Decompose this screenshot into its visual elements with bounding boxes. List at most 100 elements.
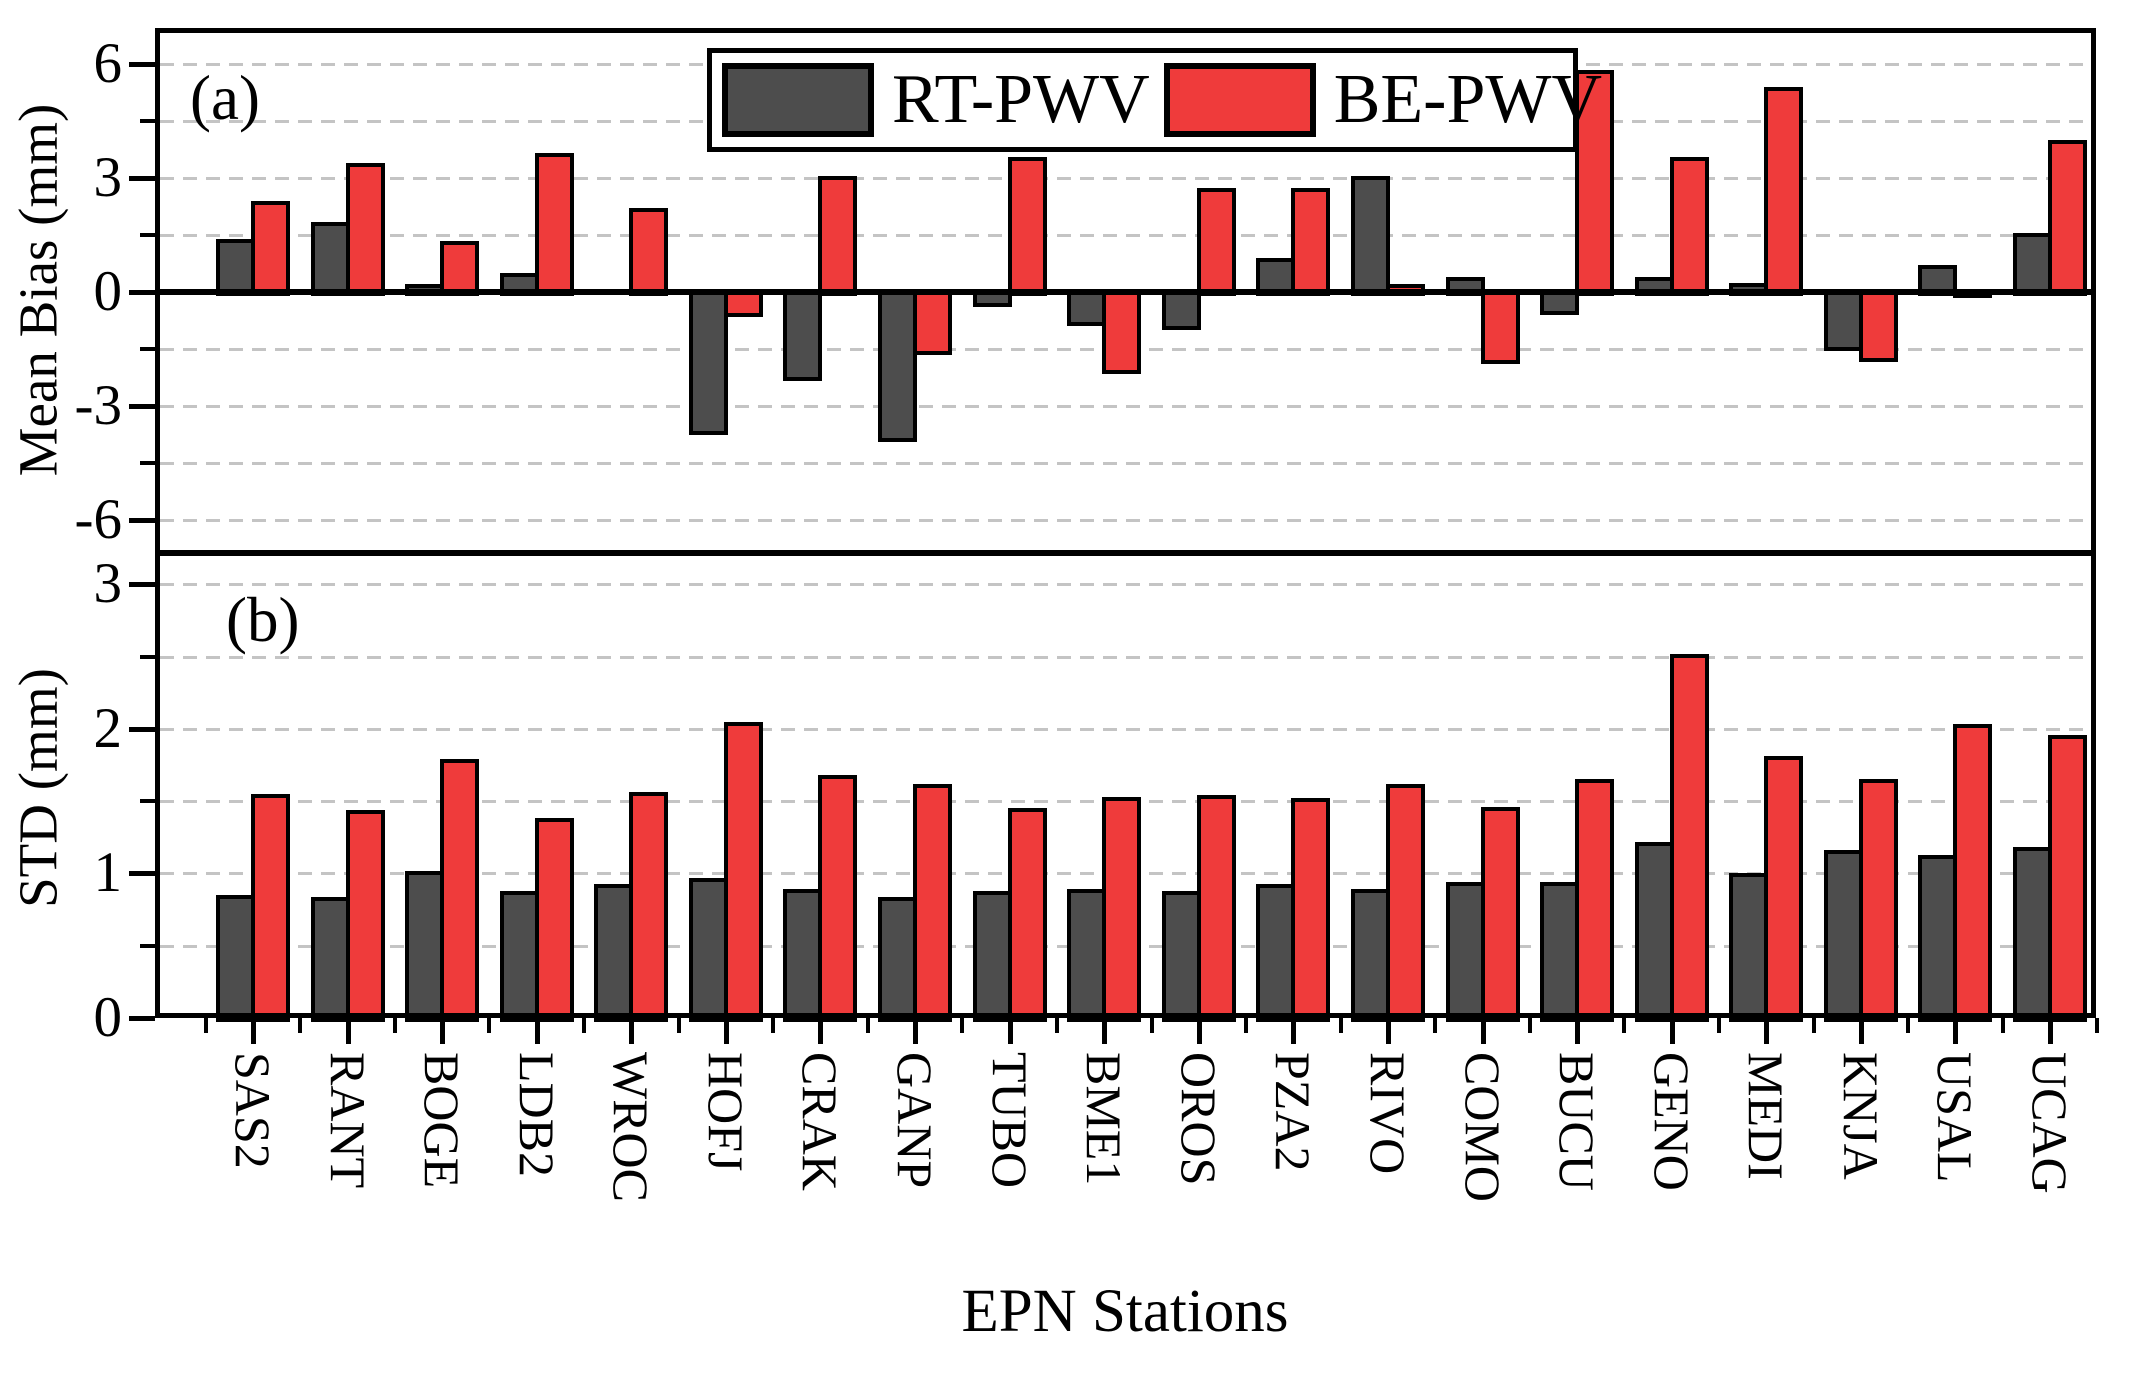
bar-be-COMO [1480, 806, 1520, 1022]
bar-be-OROS [1196, 187, 1236, 296]
bar-rt-RANT [310, 221, 350, 296]
y-tick-label: -6 [74, 488, 122, 551]
x-major-tick [1102, 1018, 1108, 1044]
bar-rt-SAS2 [216, 238, 255, 296]
x-major-tick [1764, 1018, 1770, 1044]
x-major-tick [345, 1018, 351, 1044]
x-minor-tick [1906, 1018, 1911, 1033]
x-minor-tick [1527, 1018, 1532, 1033]
x-tick-label-GENO: GENO [1643, 1052, 1700, 1191]
x-minor-tick [2000, 1018, 2005, 1033]
bar-be-BOGE [440, 759, 480, 1022]
bar-be-KNJA [1858, 290, 1898, 363]
y-major-tick [129, 290, 155, 295]
bar-rt-KNJA [1823, 850, 1863, 1022]
bar-rt-PZA2 [1256, 883, 1296, 1022]
y-major-tick [129, 176, 155, 181]
x-minor-tick [1338, 1018, 1343, 1033]
gridline [160, 405, 2091, 408]
y-major-tick [129, 871, 155, 877]
x-tick-label-BUCU: BUCU [1549, 1052, 1606, 1191]
bar-rt-LDB2 [499, 890, 539, 1022]
x-tick-label-MEDI: MEDI [1738, 1052, 1795, 1180]
x-major-tick [1291, 1018, 1297, 1044]
panel-a-label: (a) [190, 63, 260, 133]
y-tick-label: 6 [93, 32, 123, 95]
bar-be-BUCU [1575, 69, 1615, 296]
bar-rt-BME1 [1067, 889, 1107, 1022]
x-minor-tick [865, 1018, 870, 1033]
x-minor-tick [582, 1018, 587, 1033]
legend: RT-PWV BE-PWV [707, 48, 1602, 152]
x-tick-label-WROC: WROC [603, 1052, 660, 1202]
bar-rt-CRAK [783, 889, 823, 1022]
x-major-tick [1196, 1018, 1202, 1044]
panel-separator-line [160, 550, 2091, 556]
y-major-tick [129, 726, 155, 732]
x-minor-tick [1433, 1018, 1438, 1033]
bar-be-PZA2 [1291, 187, 1331, 296]
x-minor-tick [1716, 1018, 1721, 1033]
legend-label-be-pwv: BE-PWV [1333, 61, 1602, 138]
x-tick-label-RANT: RANT [319, 1052, 376, 1189]
y-minor-tick [140, 119, 155, 123]
bar-rt-GANP [878, 290, 918, 443]
bar-be-MEDI [1764, 756, 1804, 1022]
gridline [160, 655, 2091, 659]
bar-be-CRAK [818, 176, 858, 296]
bar-be-HOFJ [723, 721, 763, 1022]
x-minor-tick [1811, 1018, 1816, 1033]
y-tick-label: -3 [74, 374, 122, 437]
gridline [160, 177, 2091, 180]
x-minor-tick [771, 1018, 776, 1033]
bar-be-OROS [1196, 795, 1236, 1022]
x-major-tick [1007, 1018, 1013, 1044]
bar-rt-KNJA [1823, 290, 1863, 351]
x-major-tick [1480, 1018, 1486, 1044]
x-tick-label-KNJA: KNJA [1832, 1052, 1889, 1180]
x-major-tick [723, 1018, 729, 1044]
bar-rt-WROC [594, 883, 634, 1022]
gridline [160, 462, 2091, 465]
x-minor-tick [1054, 1018, 1059, 1033]
x-major-tick [251, 1018, 256, 1044]
bar-be-UCAG [2048, 140, 2088, 296]
panel-b-label: (b) [226, 585, 300, 655]
y-minor-tick [140, 461, 155, 465]
x-minor-tick [298, 1018, 303, 1033]
y-major-tick [129, 582, 155, 588]
bar-be-BUCU [1575, 779, 1615, 1022]
bar-rt-RIVO [1350, 176, 1390, 296]
x-major-tick [1858, 1018, 1864, 1044]
x-tick-label-UCAG: UCAG [2022, 1052, 2079, 1194]
bar-be-BOGE [440, 240, 480, 296]
y-major-tick [129, 1016, 155, 1021]
x-minor-tick [1622, 1018, 1627, 1033]
x-tick-label-TUBO: TUBO [981, 1052, 1038, 1189]
legend-swatch-rt-pwv [722, 63, 874, 137]
bar-rt-TUBO [972, 890, 1012, 1022]
bar-be-BME1 [1102, 290, 1142, 374]
x-major-tick [2048, 1018, 2054, 1044]
bar-rt-COMO [1445, 882, 1485, 1022]
x-minor-tick [487, 1018, 492, 1033]
legend-swatch-be-pwv [1163, 63, 1316, 137]
x-tick-label-LDB2: LDB2 [508, 1052, 565, 1177]
y-major-tick [129, 62, 155, 67]
bar-be-SAS2 [251, 793, 290, 1022]
x-tick-label-BME1: BME1 [1076, 1052, 1133, 1186]
bar-be-COMO [1480, 290, 1520, 365]
bar-be-MEDI [1764, 86, 1804, 296]
x-major-tick [818, 1018, 824, 1044]
bar-rt-HOFJ [688, 290, 728, 435]
bar-be-PZA2 [1291, 798, 1331, 1022]
y-tick-label: 3 [93, 146, 123, 209]
bar-be-WROC [629, 208, 669, 296]
x-major-tick [1953, 1018, 1959, 1044]
gridline [160, 727, 2091, 731]
bar-be-CRAK [818, 775, 858, 1022]
x-tick-label-SAS2: SAS2 [225, 1052, 281, 1169]
bar-be-LDB2 [534, 153, 574, 296]
x-minor-tick [203, 1018, 208, 1033]
bar-be-WROC [629, 792, 669, 1022]
